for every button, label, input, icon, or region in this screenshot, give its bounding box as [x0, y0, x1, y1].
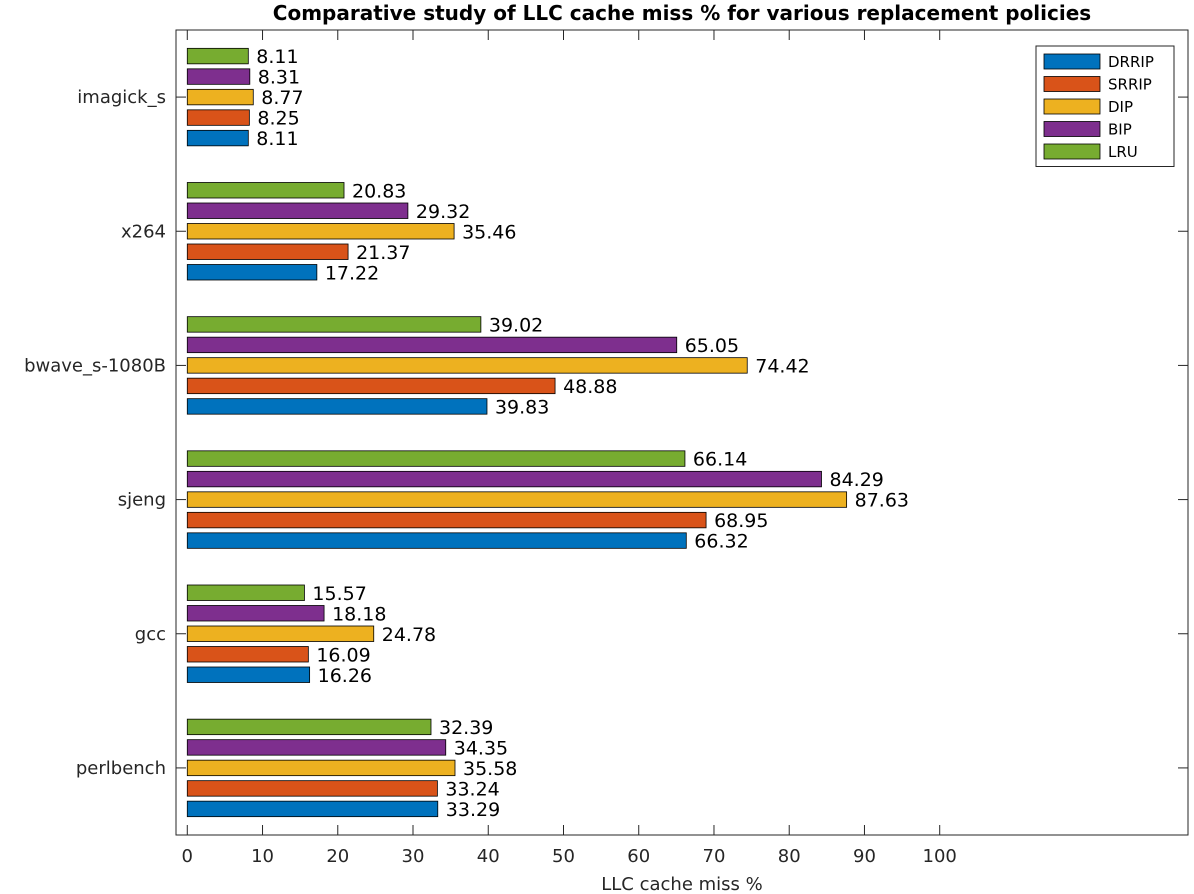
- bar-drrip: [186, 264, 318, 281]
- bar-bip: [186, 470, 822, 488]
- bar-bip: [186, 202, 409, 219]
- legend-label: BIP: [1108, 121, 1132, 139]
- data-label: 74.42: [755, 355, 809, 377]
- data-label: 39.02: [489, 314, 543, 336]
- data-label: 29.32: [416, 201, 470, 223]
- data-label: 8.11: [256, 128, 298, 150]
- legend-swatch-bip: [1043, 121, 1101, 137]
- data-label: 33.24: [445, 778, 499, 800]
- data-label: 8.77: [261, 87, 303, 109]
- bar-lru: [186, 47, 249, 65]
- legend: DRRIP SRRIP DIP BIP LRU: [1035, 45, 1175, 167]
- bar-bip: [186, 68, 251, 85]
- bar-lru: [186, 182, 345, 199]
- bar-dip: [186, 223, 455, 240]
- bar-dip: [186, 625, 375, 642]
- y-tick-label: bwave_s-1080B: [24, 355, 166, 376]
- x-tick-label: 90: [853, 846, 876, 867]
- data-label: 39.83: [495, 396, 549, 418]
- bar-lru: [186, 450, 686, 467]
- data-label: 65.05: [685, 335, 739, 357]
- x-tick-label: 40: [477, 846, 500, 867]
- x-tick-label: 0: [182, 846, 193, 867]
- data-label: 48.88: [563, 376, 617, 398]
- data-label: 8.31: [258, 67, 300, 89]
- bar-drrip: [186, 666, 311, 683]
- data-label: 18.18: [332, 603, 386, 625]
- data-label: 84.29: [829, 469, 883, 491]
- bar-dip: [186, 491, 848, 508]
- data-label: 24.78: [382, 624, 436, 646]
- legend-label: DIP: [1108, 98, 1133, 116]
- data-label: 8.11: [256, 46, 298, 68]
- bar-drrip: [186, 398, 488, 415]
- bar-lru: [186, 584, 305, 601]
- legend-swatch-drrip: [1043, 53, 1101, 70]
- x-tick-label: 70: [703, 846, 726, 867]
- x-axis-label: LLC cache miss %: [601, 874, 763, 894]
- data-label: 32.39: [439, 717, 493, 739]
- bar-srrip: [186, 646, 309, 663]
- bar-srrip: [186, 377, 556, 395]
- data-label: 33.29: [446, 799, 500, 821]
- bar-bip: [186, 336, 678, 354]
- bar-lru: [186, 316, 482, 333]
- y-tick-label: perlbench: [76, 758, 166, 779]
- bar-lru: [186, 718, 432, 736]
- x-tick-label: 50: [552, 846, 575, 867]
- x-tick-label: 60: [627, 846, 650, 867]
- bar-srrip: [186, 109, 250, 126]
- y-tick-label: x264: [121, 221, 166, 242]
- x-tick-label: 10: [251, 846, 274, 867]
- legend-swatch-lru: [1043, 143, 1101, 160]
- bar-dip: [186, 759, 456, 777]
- data-label: 66.32: [694, 531, 748, 553]
- x-tick-label: 100: [923, 846, 957, 867]
- x-tick-label: 30: [402, 846, 425, 867]
- bar-srrip: [186, 511, 707, 529]
- y-tick-label: sjeng: [118, 490, 166, 511]
- x-tick-label: 80: [778, 846, 801, 867]
- bar-bip: [186, 739, 447, 756]
- data-label: 21.37: [356, 242, 410, 264]
- bar-srrip: [186, 243, 349, 260]
- legend-label: DRRIP: [1108, 53, 1154, 71]
- data-label: 20.83: [352, 180, 406, 202]
- bar-drrip: [186, 532, 687, 549]
- bar-drrip: [186, 800, 439, 818]
- data-label: 17.22: [325, 262, 379, 284]
- data-label: 16.26: [318, 665, 372, 687]
- chart-title: Comparative study of LLC cache miss % fo…: [273, 1, 1091, 25]
- data-label: 34.35: [454, 737, 508, 759]
- y-tick-label: gcc: [135, 624, 166, 645]
- data-label: 15.57: [312, 583, 366, 605]
- data-label: 35.46: [462, 221, 516, 243]
- legend-swatch-srrip: [1043, 76, 1101, 92]
- legend-label: SRRIP: [1108, 76, 1152, 94]
- axes-layer: perlbench gcc sjeng bwave_s-1080B x264 imagic…: [24, 30, 1188, 867]
- data-label: 16.09: [316, 644, 370, 666]
- legend-label: LRU: [1108, 143, 1138, 161]
- data-label: 8.25: [257, 108, 299, 130]
- bar-drrip: [186, 129, 249, 147]
- data-label: 66.14: [693, 449, 747, 471]
- bar-dip: [186, 88, 254, 106]
- bar-bip: [186, 605, 325, 622]
- data-label: 35.58: [463, 758, 517, 780]
- bar-srrip: [186, 780, 438, 797]
- x-tick-label: 20: [326, 846, 349, 867]
- data-label: 68.95: [714, 510, 768, 532]
- plot-area: [175, 29, 1189, 836]
- bar-dip: [186, 357, 748, 374]
- legend-swatch-dip: [1043, 98, 1101, 115]
- y-tick-label: imagick_s: [77, 87, 166, 108]
- data-label: 87.63: [855, 490, 909, 512]
